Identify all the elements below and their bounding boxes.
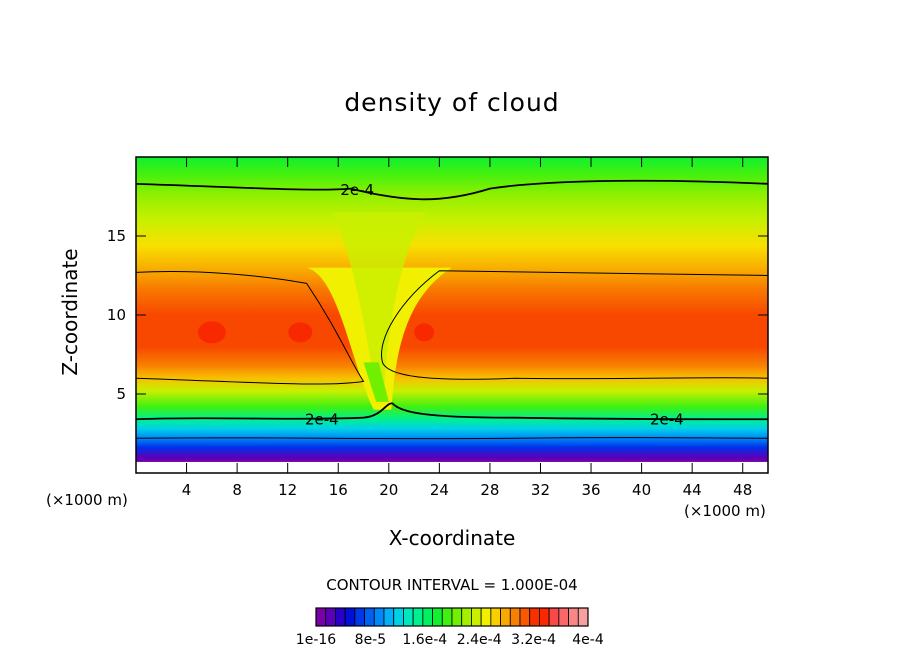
field-background [136,157,768,473]
colorbar-labels: 1e-16 8e-5 1.6e-4 2.4e-4 3.2e-4 4e-4 [296,632,604,648]
x-axis: 4 8 12 16 20 24 28 32 36 40 44 48 [182,157,752,499]
x-axis-label: X-coordinate [388,526,516,550]
core-mid [288,322,313,343]
x-tick-label: 36 [581,481,600,499]
x-unit-label-right: (×1000 m) [684,502,766,520]
updraft-core [331,212,427,394]
colorbar-swatch [412,607,424,627]
colorbar-swatch [373,607,385,627]
x-tick-label: 16 [329,481,348,499]
chart-title: density of cloud [344,88,560,117]
core-right [414,323,435,342]
x-tick-label: 24 [430,481,449,499]
contour-label: 2e-4 [650,410,684,428]
colorbar-tick-label: 1.6e-4 [402,632,447,648]
x-tick-label: 28 [480,481,499,499]
contour-lower [136,402,768,421]
colorbar-swatch [393,607,404,627]
colorbar [315,607,589,627]
colorbar-swatch [422,607,433,627]
x-tick-label: 48 [733,481,752,499]
ground-strip [136,461,768,473]
colorbar-swatch [325,607,336,627]
contour-right-lobe [381,270,768,380]
colorbar-swatch [441,607,453,627]
colorbar-swatch [383,607,395,627]
contour-base [136,437,768,440]
y-tick-label: 10 [107,306,126,324]
x-unit-label-left: (×1000 m) [46,491,128,509]
updraft-stem [363,362,389,402]
colorbar-swatch [500,607,511,627]
colorbar-swatch [539,607,550,627]
colorbar-swatch [344,607,356,627]
colorbar-swatch [335,607,346,627]
colorbar-swatch [529,607,540,627]
contour-lines [136,179,768,440]
colorbar-tick-label: 1e-16 [296,632,336,648]
y-tick-label: 5 [116,385,126,403]
colorbar-tick-label: 2.4e-4 [457,632,502,648]
y-axis-label: Z-coordinate [58,248,82,376]
colorbar-swatch [403,607,414,627]
colorbar-swatch [315,607,327,627]
colorbar-swatch [509,607,521,627]
density-field [136,157,768,473]
y-axis: 5 10 15 [107,227,768,403]
x-tick-label: 40 [632,481,651,499]
colorbar-tick-label: 3.2e-4 [511,632,556,648]
colorbar-swatch [354,607,365,627]
x-tick-label: 8 [232,481,242,499]
colorbar-swatch [568,607,579,627]
colorbar-swatch [364,607,375,627]
contour-interval-text: CONTOUR INTERVAL = 1.000E-04 [326,576,578,594]
contour-left-lobe [136,271,365,385]
colorbar-swatch [471,607,482,627]
colorbar-swatch [558,607,569,627]
contour-label: 2e-4 [305,410,339,428]
contour-labels: 2e-4 2e-4 2e-4 [305,181,684,428]
colorbar-tick-label: 4e-4 [572,632,604,648]
x-tick-label: 20 [379,481,398,499]
colorbar-swatch [519,607,531,627]
colorbar-swatch [461,607,472,627]
colorbar-frame [315,607,589,627]
x-tick-label: 12 [278,481,297,499]
colorbar-swatch [432,607,443,627]
x-tick-label: 32 [531,481,550,499]
x-tick-label: 44 [683,481,702,499]
colorbar-swatch [451,607,463,627]
colorbar-swatch [548,607,560,627]
contour-upper [136,179,768,201]
colorbar-swatch [577,607,589,627]
y-tick-label: 15 [107,227,126,245]
x-tick-label: 4 [182,481,192,499]
colorbar-tick-label: 8e-5 [355,632,386,648]
contour-label: 2e-4 [340,181,374,199]
colorbar-swatch [480,607,492,627]
core-left [197,321,226,344]
colorbar-swatch [490,607,501,627]
